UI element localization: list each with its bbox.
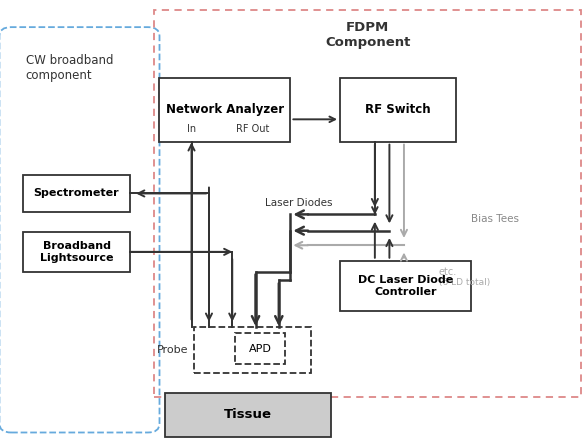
Text: RF Out: RF Out <box>236 124 269 134</box>
FancyBboxPatch shape <box>23 175 131 212</box>
FancyBboxPatch shape <box>340 261 471 311</box>
Text: RF Switch: RF Switch <box>365 103 431 116</box>
Text: Network Analyzer: Network Analyzer <box>166 103 284 116</box>
Text: (6 LD total): (6 LD total) <box>439 278 490 287</box>
Text: Broadband
Lightsource: Broadband Lightsource <box>40 241 113 263</box>
Text: Bias Tees: Bias Tees <box>471 214 519 224</box>
FancyBboxPatch shape <box>235 333 285 364</box>
Text: etc.: etc. <box>439 267 457 277</box>
Text: DC Laser Diode
Controller: DC Laser Diode Controller <box>358 275 453 297</box>
Text: Probe: Probe <box>157 345 189 355</box>
FancyBboxPatch shape <box>23 232 131 272</box>
Text: Spectrometer: Spectrometer <box>34 188 119 198</box>
Text: In: In <box>187 124 196 134</box>
FancyBboxPatch shape <box>340 78 456 142</box>
Text: FDPM
Component: FDPM Component <box>325 20 410 49</box>
Text: APD: APD <box>249 344 271 354</box>
FancyBboxPatch shape <box>165 393 331 437</box>
Text: Laser Diodes: Laser Diodes <box>265 198 333 208</box>
Text: Tissue: Tissue <box>224 408 272 421</box>
Text: CW broadband
component: CW broadband component <box>26 53 113 82</box>
FancyBboxPatch shape <box>159 78 290 142</box>
